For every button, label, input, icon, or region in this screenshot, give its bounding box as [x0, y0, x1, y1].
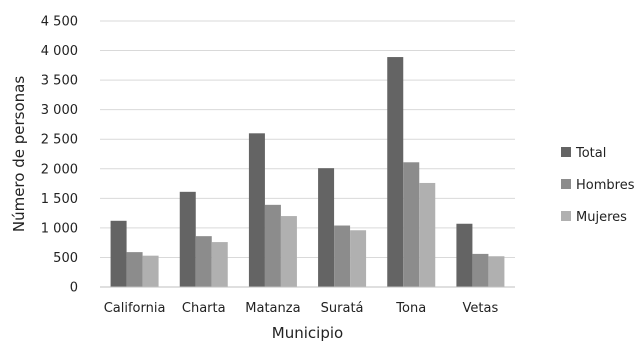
legend-swatch-total: [561, 147, 571, 157]
bar-hombres-0: [126, 252, 143, 287]
y-tick-label: 4 000: [41, 44, 78, 59]
y-axis-ticks: 0 500 1 000 1 500 2 000 2 500 3 000 3 500 4 000 4…: [41, 15, 78, 296]
legend-label-total: Total: [575, 146, 606, 161]
bar-mujeres-1: [211, 242, 228, 287]
bar-hombres-5: [472, 253, 489, 287]
bar-total-0: [110, 220, 127, 287]
x-tick-label: Charta: [182, 301, 226, 316]
gridlines: [100, 20, 515, 258]
y-tick-label: 0: [70, 281, 78, 296]
y-axis-title: Número de personas: [10, 76, 28, 232]
y-tick-label: 500: [53, 251, 78, 266]
y-tick-label: 3 500: [41, 74, 78, 89]
y-tick-label: 1 000: [41, 221, 78, 236]
bar-mujeres-5: [488, 256, 505, 287]
y-tick-label: 2 000: [41, 162, 78, 177]
x-axis-title: Municipio: [272, 324, 343, 342]
bar-hombres-1: [195, 236, 212, 287]
bar-total-2: [248, 133, 265, 287]
bar-hombres-4: [403, 162, 420, 287]
bars: [110, 57, 505, 288]
legend: Total Hombres Mujeres: [561, 146, 635, 225]
legend-swatch-mujeres: [561, 211, 571, 221]
bar-mujeres-4: [419, 182, 436, 287]
x-tick-label: Suratá: [321, 301, 364, 316]
bar-total-4: [387, 57, 404, 288]
bar-hombres-2: [264, 204, 281, 287]
x-tick-label: California: [104, 301, 166, 316]
legend-label-hombres: Hombres: [576, 178, 635, 193]
bar-mujeres-0: [142, 255, 159, 287]
bar-total-5: [456, 223, 473, 287]
y-tick-label: 1 500: [41, 192, 78, 207]
bar-total-1: [179, 191, 196, 287]
x-tick-label: Matanza: [245, 301, 300, 316]
legend-swatch-hombres: [561, 179, 571, 189]
x-tick-label: Vetas: [463, 301, 499, 316]
y-tick-label: 2 500: [41, 133, 78, 148]
y-tick-label: 3 000: [41, 103, 78, 118]
bar-mujeres-2: [280, 216, 297, 287]
bar-hombres-3: [334, 225, 351, 287]
y-tick-label: 4 500: [41, 15, 78, 30]
x-tick-label: Tona: [395, 301, 426, 316]
x-axis-ticks: California Charta Matanza Suratá Tona Vetas: [104, 301, 499, 316]
bar-total-3: [318, 168, 335, 287]
bar-mujeres-3: [350, 230, 367, 287]
legend-label-mujeres: Mujeres: [576, 210, 627, 225]
